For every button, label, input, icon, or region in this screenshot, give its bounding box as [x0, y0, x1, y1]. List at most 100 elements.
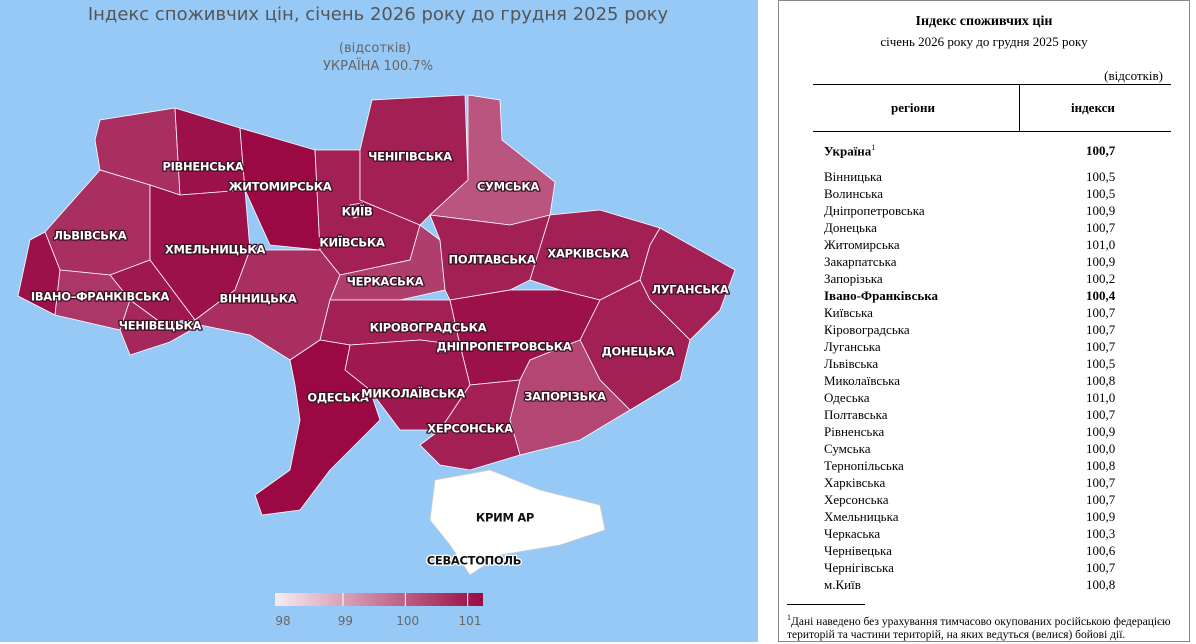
- index-value: 100,5: [1086, 356, 1116, 371]
- index-value: 100,7: [1086, 322, 1116, 337]
- region-label: ДОНЕЦЬКА: [602, 345, 675, 359]
- region-label: ОДЕСЬКА: [307, 391, 369, 405]
- column-header: індекси: [1071, 100, 1115, 115]
- index-value: 100,8: [1086, 458, 1116, 473]
- map-title: Індекс споживчих цін, січень 2026 року д…: [88, 4, 669, 25]
- table-row: Рівненська 100,9: [824, 424, 1124, 441]
- table-row: Івано-Франківська 100,4: [824, 288, 1124, 305]
- table-title: Індекс споживчих цін: [915, 14, 1053, 29]
- index-value: 100,9: [1086, 509, 1116, 524]
- region-name: Україна1: [824, 143, 876, 159]
- index-value: 100,6: [1086, 543, 1116, 558]
- region-label: КРИМ АР: [476, 511, 534, 525]
- region-name: Київська: [824, 305, 873, 320]
- table-row: Київська 100,7: [824, 305, 1124, 322]
- column-header: регіони: [891, 100, 935, 115]
- index-value: 100,7: [1086, 339, 1116, 354]
- index-value: 100,7: [1086, 407, 1116, 422]
- region-label: СУМСЬКА: [477, 180, 540, 194]
- region-name: Сумська: [824, 441, 871, 456]
- region-name: Рівненська: [824, 424, 885, 439]
- map-national: УКРАЇНА 100.7%: [323, 58, 433, 74]
- index-value: 100,7: [1086, 560, 1116, 575]
- region-label: ДНІПРОПЕТРОВСЬКА: [437, 340, 572, 354]
- table-row: м.Київ 100,8: [824, 577, 1124, 594]
- table-row: Чернігівська 100,7: [824, 560, 1124, 577]
- legend-bar: [275, 593, 483, 606]
- region-label: ВІННИЦЬКА: [220, 292, 297, 306]
- table-row: Тернопільська 100,8: [824, 458, 1124, 475]
- region: [254, 339, 381, 516]
- region-label: ІВАНО–ФРАНКІВСЬКА: [31, 290, 170, 304]
- index-value: 100,8: [1086, 577, 1116, 592]
- region-name: Івано-Франківська: [824, 288, 939, 303]
- footnote-text: Дані наведено без урахування тимчасово о…: [787, 615, 1171, 641]
- region-name: Харківська: [824, 475, 886, 490]
- table-panel: Індекс споживчих цін січень 2026 року до…: [778, 0, 1190, 642]
- index-value: 100,9: [1086, 254, 1116, 269]
- region-label: ЧЕНІГІВСЬКА: [368, 150, 452, 164]
- region-label: КИЇВСЬКА: [319, 235, 385, 250]
- index-value: 100,2: [1086, 271, 1116, 286]
- index-value: 100,0: [1086, 441, 1116, 456]
- region: [349, 202, 367, 219]
- table-row: Дніпропетровська 100,9: [824, 203, 1124, 220]
- table-row: Волинська 100,5: [824, 186, 1124, 203]
- region-name: Донецька: [824, 220, 877, 235]
- regions: [17, 94, 736, 576]
- region-name: Херсонська: [824, 492, 889, 507]
- legend-label: 101: [459, 614, 482, 628]
- region-name: Черкаська: [824, 526, 881, 541]
- map: Індекс споживчих цін, січень 2026 року д…: [0, 0, 758, 642]
- note-mark: 1: [871, 143, 876, 152]
- region-label: ХЕРСОНСЬКА: [427, 422, 513, 436]
- region-name: Волинська: [824, 186, 883, 201]
- table-row: Вінницька 100,5: [824, 169, 1124, 186]
- region-name: Миколаївська: [824, 373, 901, 388]
- region-label: ХМЕЛЬНИЦЬКА: [165, 243, 266, 257]
- region-name: Львівська: [824, 356, 879, 371]
- region-label: ЧЕНІВЕЦЬКА: [119, 319, 202, 333]
- index-value: 100,7: [1086, 492, 1116, 507]
- region-name: Полтавська: [824, 407, 888, 422]
- region-name: Закарпатська: [824, 254, 897, 269]
- index-value: 100,7: [1086, 305, 1116, 320]
- index-value: 100,7: [1086, 475, 1116, 490]
- region-label: СЕВАСТОПОЛЬ: [427, 554, 521, 568]
- rule: [813, 131, 1171, 132]
- region-name: Чернігівська: [824, 560, 894, 575]
- table-row: Житомирська 101,0: [824, 237, 1124, 254]
- region-name: Одеська: [824, 390, 870, 405]
- index-value: 100,9: [1086, 203, 1116, 218]
- table-row: Черкаська 100,3: [824, 526, 1124, 543]
- map-unit: (відсотків): [339, 41, 411, 56]
- index-value: 100,7: [1086, 143, 1116, 158]
- table-row: Кіровоградська 100,7: [824, 322, 1124, 339]
- region: [239, 127, 321, 251]
- region-name: Хмельницька: [824, 509, 899, 524]
- table-row: Хмельницька 100,9: [824, 509, 1124, 526]
- index-value: 100,8: [1086, 373, 1116, 388]
- region: [419, 379, 521, 471]
- table-row: Луганська 100,7: [824, 339, 1124, 356]
- index-value: 100,3: [1086, 526, 1116, 541]
- table-row: Запорізька 100,2: [824, 271, 1124, 288]
- region-label: КИЇВ: [342, 204, 373, 219]
- region-name: Дніпропетровська: [824, 203, 925, 218]
- index-value: 101,0: [1086, 237, 1116, 252]
- region-name: Кіровоградська: [824, 322, 910, 337]
- region-label: ПОЛТАВСЬКА: [449, 253, 536, 267]
- rule: [1019, 84, 1020, 131]
- labels: РІВНЕНСЬКА ЖИТОМИРСЬКА ЧЕНІГІВСЬКА СУМСЬКА К…: [30, 148, 731, 569]
- table-row: Закарпатська 100,9: [824, 254, 1124, 271]
- region-name: Запорізька: [824, 271, 883, 286]
- table-row: Полтавська 100,7: [824, 407, 1124, 424]
- footnote: 1Дані наведено без урахування тимчасово …: [787, 611, 1189, 642]
- index-value: 101,0: [1086, 390, 1116, 405]
- table-row: Україна1 100,7: [824, 143, 1124, 160]
- table-subtitle: січень 2026 року до грудня 2025 року: [880, 34, 1088, 49]
- index-value: 100,4: [1086, 288, 1116, 303]
- region-label: КІРОВОГРАДСЬКА: [370, 321, 487, 335]
- region-name: Вінницька: [824, 169, 882, 184]
